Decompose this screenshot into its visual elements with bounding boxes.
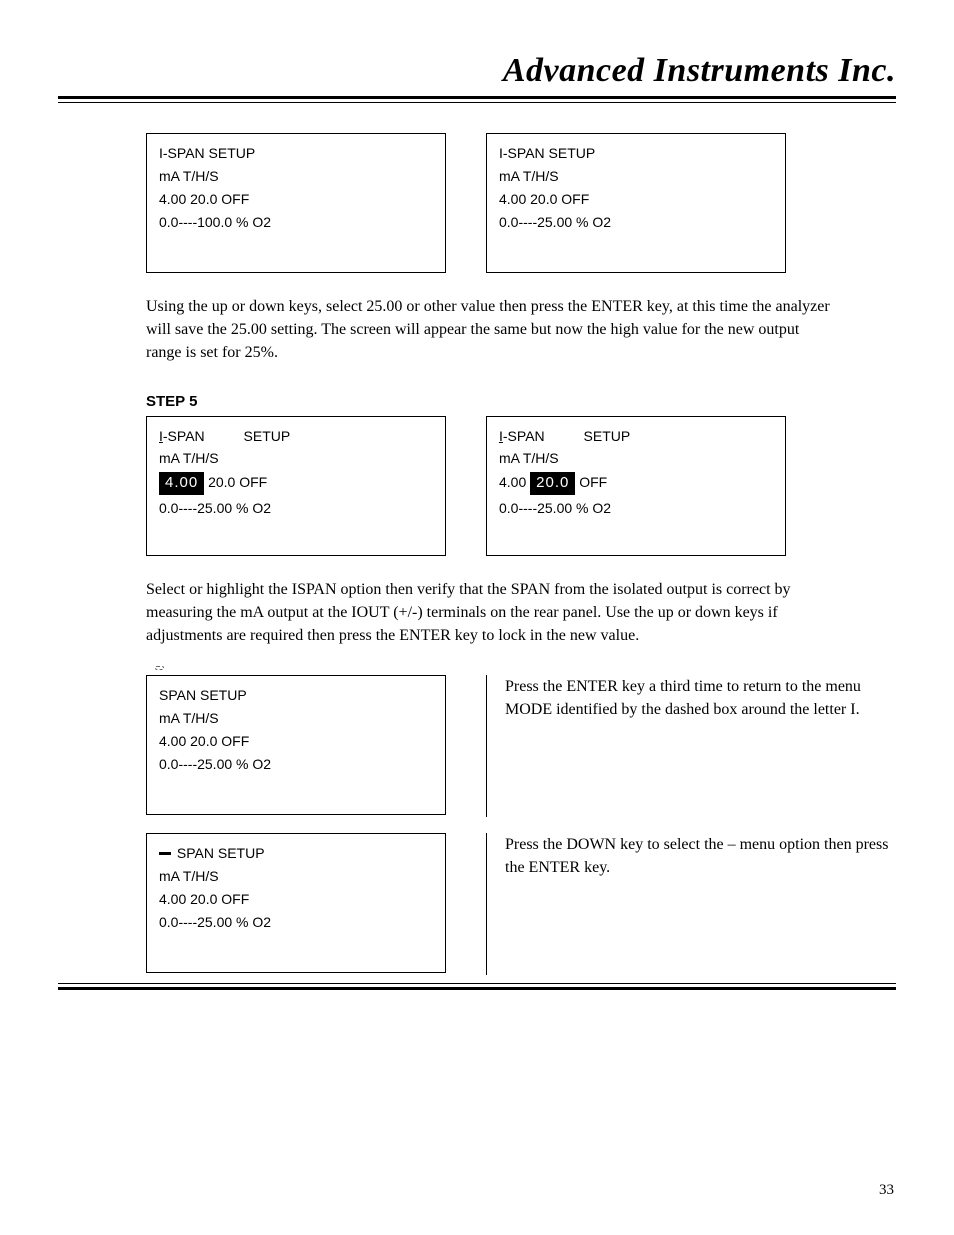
lcd-line: SPAN SETUP xyxy=(159,686,433,705)
span-label: -SPAN xyxy=(163,428,205,444)
page-number: 33 xyxy=(879,1182,894,1199)
lcd-line: 0.0----25.00 % O2 xyxy=(499,213,773,232)
lcd-line: I-SPAN SETUP xyxy=(159,144,433,163)
lcd-line: 4.00 20.0 OFF xyxy=(159,890,433,909)
footer-rule xyxy=(58,983,896,990)
lcd-line: mA T/H/S xyxy=(159,709,433,728)
lcd-box-b1: I-SPAN SETUP mA T/H/S 4.00 20.0 OFF 0.0-… xyxy=(146,416,446,556)
lcd-box-a2: I-SPAN SETUP mA T/H/S 4.00 20.0 OFF 0.0-… xyxy=(486,133,786,273)
paragraph: Select or highlight the ISPAN option the… xyxy=(146,578,836,648)
lcd-line: mA T/H/S xyxy=(159,449,433,468)
lcd-line: mA T/H/S xyxy=(159,867,433,886)
paragraph: Using the up or down keys, select 25.00 … xyxy=(146,295,836,365)
lcd-box-c1: SPAN SETUP mA T/H/S 4.00 20.0 OFF 0.0---… xyxy=(146,675,446,815)
minus-icon xyxy=(159,852,171,855)
lcd-line: SPAN SETUP xyxy=(159,844,433,863)
lcd-line: 0.0----25.00 % O2 xyxy=(159,499,433,518)
lcd-line: I-SPAN SETUP xyxy=(499,144,773,163)
screen-row-2: I-SPAN SETUP mA T/H/S 4.00 20.0 OFF 0.0-… xyxy=(146,416,896,556)
lcd-line: 0.0----25.00 % O2 xyxy=(159,913,433,932)
setup-label: SETUP xyxy=(584,428,631,444)
note-right: Press the DOWN key to select the – menu … xyxy=(486,833,896,975)
lcd-line: 4.00 20.0 OFF xyxy=(499,472,773,494)
lcd-line: I-SPAN SETUP xyxy=(159,427,433,446)
lcd-line: mA T/H/S xyxy=(499,449,773,468)
lcd-line: 4.00 20.0 OFF xyxy=(159,190,433,209)
lcd-line: 0.0----25.00 % O2 xyxy=(499,499,773,518)
lcd-line: 4.00 20.0 OFF xyxy=(499,190,773,209)
highlighted-value: 4.00 xyxy=(159,472,204,494)
step-5-label: STEP 5 xyxy=(146,393,896,410)
lcd-line: mA T/H/S xyxy=(159,167,433,186)
lcd-line: mA T/H/S xyxy=(499,167,773,186)
lcd-line: 0.0----100.0 % O2 xyxy=(159,213,433,232)
note-right: Press the ENTER key a third time to retu… xyxy=(486,675,896,817)
lcd-line: 0.0----25.00 % O2 xyxy=(159,755,433,774)
setup-label: SETUP xyxy=(244,428,291,444)
lcd-line: I-SPAN SETUP xyxy=(499,427,773,446)
lcd-text: OFF xyxy=(575,474,607,490)
screen-row-4: SPAN SETUP mA T/H/S 4.00 20.0 OFF 0.0---… xyxy=(146,833,896,975)
lcd-text: 4.00 xyxy=(499,474,530,490)
screen-row-3: SPAN SETUP mA T/H/S 4.00 20.0 OFF 0.0---… xyxy=(146,675,896,817)
header: Advanced Instruments Inc. xyxy=(58,52,896,103)
lcd-text: 20.0 OFF xyxy=(204,474,267,490)
lcd-box-b2: I-SPAN SETUP mA T/H/S 4.00 20.0 OFF 0.0-… xyxy=(486,416,786,556)
dashed-cursor-icon xyxy=(155,666,164,670)
highlighted-value: 20.0 xyxy=(530,472,575,494)
screen-row-1: I-SPAN SETUP mA T/H/S 4.00 20.0 OFF 0.0-… xyxy=(146,133,896,273)
page-title: Advanced Instruments Inc. xyxy=(58,52,896,90)
lcd-text: SPAN SETUP xyxy=(177,845,265,861)
lcd-line: 4.00 20.0 OFF xyxy=(159,472,433,494)
lcd-line: 4.00 20.0 OFF xyxy=(159,732,433,751)
span-label: -SPAN xyxy=(503,428,545,444)
header-rule xyxy=(58,96,896,103)
lcd-box-a1: I-SPAN SETUP mA T/H/S 4.00 20.0 OFF 0.0-… xyxy=(146,133,446,273)
lcd-box-d1: SPAN SETUP mA T/H/S 4.00 20.0 OFF 0.0---… xyxy=(146,833,446,973)
